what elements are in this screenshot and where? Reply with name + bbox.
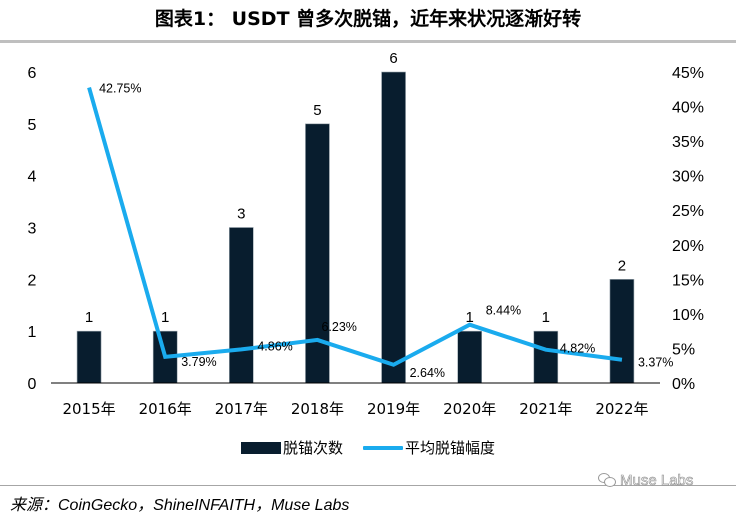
legend-swatch-bar bbox=[241, 442, 281, 454]
legend-item-line: 平均脱锚幅度 bbox=[363, 437, 495, 458]
line-data-label: 3.79% bbox=[181, 355, 216, 369]
line-data-label: 6.23% bbox=[321, 320, 356, 334]
legend: 脱锚次数 平均脱锚幅度 bbox=[0, 437, 736, 458]
line-data-label: 42.75% bbox=[99, 82, 141, 96]
right-axis-tick-label: 0% bbox=[672, 376, 695, 393]
left-axis-tick-label: 2 bbox=[28, 272, 37, 289]
bar bbox=[382, 72, 406, 383]
right-axis-tick-label: 15% bbox=[672, 272, 704, 289]
right-axis-tick-label: 30% bbox=[672, 169, 704, 186]
right-axis-tick-label: 40% bbox=[672, 100, 704, 117]
bar bbox=[534, 331, 558, 383]
line-data-label: 8.44% bbox=[486, 304, 521, 318]
left-axis-tick-label: 6 bbox=[28, 65, 37, 82]
x-axis-tick-label: 2022年 bbox=[595, 400, 648, 418]
bar bbox=[77, 331, 101, 383]
bar-data-label: 1 bbox=[542, 309, 550, 326]
x-axis-tick-label: 2016年 bbox=[139, 400, 192, 418]
left-axis-tick-label: 0 bbox=[28, 376, 37, 393]
x-axis-tick-label: 2017年 bbox=[215, 400, 268, 418]
left-axis-tick-label: 5 bbox=[28, 117, 37, 134]
right-axis-tick-label: 5% bbox=[672, 341, 695, 358]
legend-label-line: 平均脱锚幅度 bbox=[405, 437, 495, 458]
bar-data-label: 5 bbox=[313, 102, 321, 119]
left-axis-tick-label: 3 bbox=[28, 221, 37, 238]
bar bbox=[229, 228, 253, 384]
bar-data-label: 2 bbox=[618, 257, 626, 274]
source-note: 来源：CoinGecko，ShineINFAITH，Muse Labs bbox=[10, 491, 349, 515]
x-axis-tick-label: 2021年 bbox=[519, 400, 572, 418]
line-data-label: 2.64% bbox=[410, 366, 445, 380]
chart-svg: 0 1 2 3 4 5 6 0% 5% 10% 15% 20% 25% 30% 35% 40% 45% 1 1 3 5 6… bbox=[0, 0, 736, 430]
bar bbox=[458, 331, 482, 383]
x-axis-tick-label: 2015年 bbox=[62, 400, 115, 418]
watermark-text: Muse Labs bbox=[620, 472, 693, 489]
left-axis-tick-label: 1 bbox=[28, 324, 37, 341]
bar-data-label: 6 bbox=[389, 50, 397, 67]
line-data-label: 3.37% bbox=[638, 356, 673, 370]
line-data-label: 4.82% bbox=[560, 342, 595, 356]
x-axis-tick-label: 2019年 bbox=[367, 400, 420, 418]
x-axis-tick-label: 2020年 bbox=[443, 400, 496, 418]
right-axis-tick-label: 25% bbox=[672, 203, 704, 220]
watermark: Muse Labs bbox=[598, 472, 693, 489]
bar-data-label: 1 bbox=[85, 309, 93, 326]
legend-item-bar: 脱锚次数 bbox=[241, 437, 343, 458]
right-axis-tick-label: 35% bbox=[672, 134, 704, 151]
legend-swatch-line bbox=[363, 446, 403, 450]
bar bbox=[610, 279, 634, 383]
right-axis-tick-label: 20% bbox=[672, 238, 704, 255]
bar-data-label: 3 bbox=[237, 206, 245, 223]
x-axis-tick-label: 2018年 bbox=[291, 400, 344, 418]
line-data-label: 4.86% bbox=[257, 339, 292, 353]
right-axis-tick-label: 10% bbox=[672, 307, 704, 324]
legend-label-bar: 脱锚次数 bbox=[283, 437, 343, 458]
right-axis-tick-label: 45% bbox=[672, 65, 704, 82]
bar-data-label: 1 bbox=[161, 309, 169, 326]
wechat-icon bbox=[598, 473, 616, 487]
left-axis-tick-label: 4 bbox=[28, 169, 37, 186]
